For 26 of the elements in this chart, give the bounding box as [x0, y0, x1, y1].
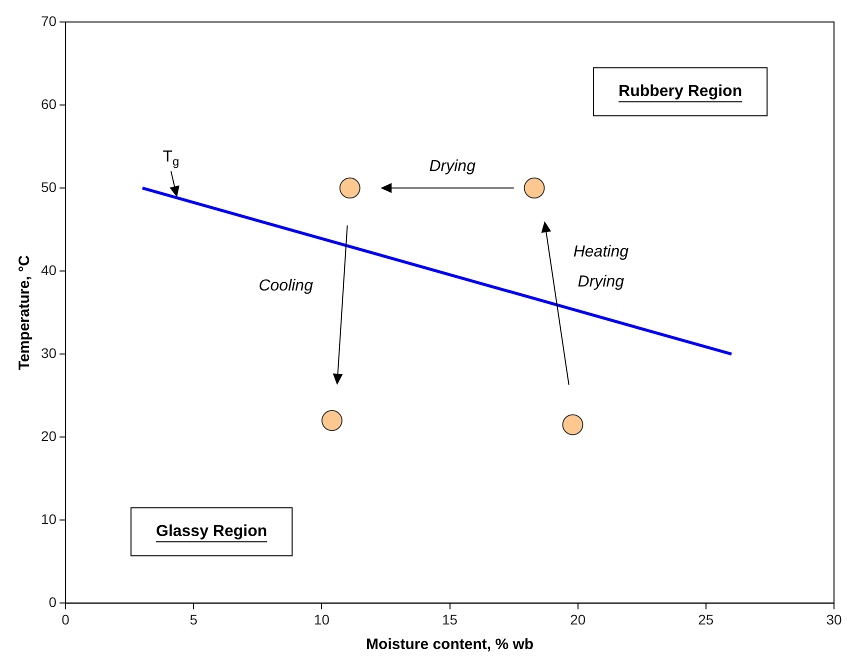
- y-tick-label: 0: [48, 594, 57, 610]
- point: [339, 178, 360, 199]
- x-axis-title: Moisture content, % wb: [366, 636, 534, 654]
- x-tick-label: 10: [314, 611, 330, 628]
- x-tick-label: 25: [698, 611, 714, 628]
- point: [321, 410, 342, 432]
- annotation: Drying: [429, 158, 476, 175]
- annotation: Heating Drying: [573, 243, 629, 290]
- x-tick-label: 5: [190, 611, 198, 628]
- x-tick-label: 30: [826, 611, 842, 628]
- point: [524, 178, 545, 199]
- x-tick-label: 20: [570, 611, 586, 628]
- annotation: Cooling: [258, 277, 314, 294]
- y-tick-label: 40: [40, 262, 57, 278]
- point: [562, 414, 584, 436]
- y-tick-label: 30: [40, 344, 57, 361]
- y-tick-label: 20: [40, 428, 57, 444]
- y-tick-label: 10: [40, 511, 57, 528]
- y-tick-label: 70: [40, 12, 57, 29]
- y-axis-title: Temperature, °C: [16, 254, 34, 370]
- annotation: Rubbery Region: [618, 83, 742, 100]
- y-tick-label: 60: [40, 96, 57, 112]
- x-tick-label: 15: [442, 611, 458, 628]
- y-tick-label: 50: [40, 178, 57, 195]
- x-tick-label: 0: [62, 611, 70, 628]
- annotation: Glassy Region: [156, 523, 268, 540]
